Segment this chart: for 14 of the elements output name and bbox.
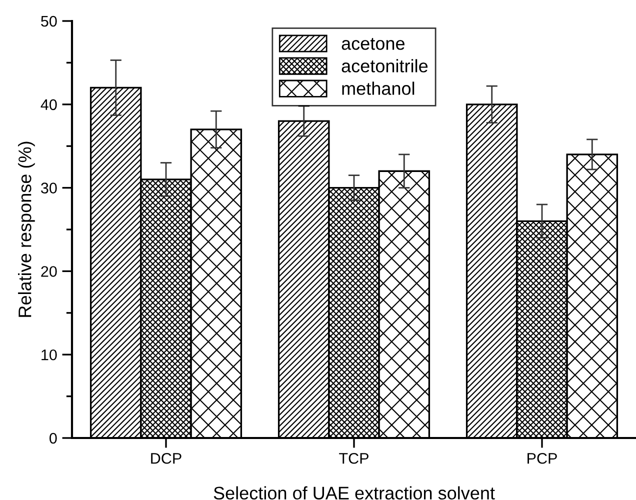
legend-label: acetonitrile [342,59,428,72]
y-tick-label: 40 [40,99,57,110]
legend-label: acetone [342,38,404,50]
x-tick-label: TCP [339,452,368,464]
x-axis-title: Selection of UAE extraction solvent [214,486,495,500]
y-tick-label: 30 [41,182,57,194]
y-tick-label: 10 [42,349,57,360]
legend-label: methanol [342,82,414,95]
x-tick-label: PCP [528,452,557,464]
y-axis-title: Relative response (%) [18,142,35,317]
x-tick-label: DCP [151,452,182,464]
y-tick-label: 20 [41,266,57,277]
y-tick-label: 0 [50,432,57,444]
y-tick-label: 50 [41,16,57,27]
